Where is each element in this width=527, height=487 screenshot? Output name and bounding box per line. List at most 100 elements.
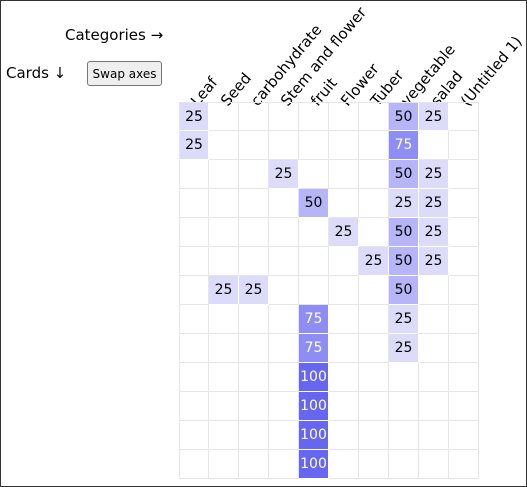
heatmap-cell: 75 bbox=[299, 305, 329, 334]
heatmap-cell bbox=[209, 305, 239, 334]
heatmap-cell bbox=[449, 189, 479, 218]
heatmap-cell bbox=[239, 334, 269, 363]
heatmap-cell bbox=[359, 450, 389, 479]
heatmap-cell: 75 bbox=[299, 334, 329, 363]
heatmap-cell bbox=[389, 392, 419, 421]
heatmap-cell: 25 bbox=[419, 102, 449, 131]
heatmap-cell bbox=[419, 450, 449, 479]
heatmap-cell bbox=[269, 218, 299, 247]
heatmap-cell bbox=[179, 450, 209, 479]
heatmap-cell: 50 bbox=[389, 218, 419, 247]
heatmap-cell bbox=[329, 334, 359, 363]
heatmap-cell bbox=[359, 218, 389, 247]
heatmap-cell bbox=[179, 421, 209, 450]
heatmap-cell bbox=[299, 276, 329, 305]
heatmap-cell: 50 bbox=[389, 160, 419, 189]
heatmap-cell: 25 bbox=[419, 160, 449, 189]
heatmap-cell: 50 bbox=[389, 276, 419, 305]
heatmap-cell bbox=[329, 276, 359, 305]
heatmap-cell: 50 bbox=[299, 189, 329, 218]
heatmap-cell: 50 bbox=[389, 102, 419, 131]
heatmap-cell bbox=[239, 160, 269, 189]
heatmap-cell: 25 bbox=[209, 276, 239, 305]
heatmap-cell bbox=[179, 160, 209, 189]
heatmap-cell bbox=[449, 276, 479, 305]
heatmap-cell bbox=[359, 276, 389, 305]
heatmap-cell bbox=[419, 363, 449, 392]
heatmap-cell bbox=[269, 131, 299, 160]
heatmap-cell bbox=[299, 131, 329, 160]
heatmap-cell bbox=[299, 102, 329, 131]
heatmap-cell bbox=[269, 305, 299, 334]
heatmap-cell bbox=[239, 363, 269, 392]
heatmap-cell: 75 bbox=[389, 131, 419, 160]
heatmap-cell bbox=[449, 421, 479, 450]
heatmap-cell bbox=[269, 450, 299, 479]
heatmap-cell bbox=[329, 247, 359, 276]
heatmap-cell: 100 bbox=[299, 421, 329, 450]
heatmap-cell bbox=[269, 392, 299, 421]
heatmap-cell bbox=[179, 247, 209, 276]
heatmap-cell: 25 bbox=[389, 305, 419, 334]
heatmap-cell bbox=[329, 160, 359, 189]
heatmap-cell: 25 bbox=[419, 247, 449, 276]
heatmap-cell bbox=[359, 363, 389, 392]
heatmap-cell bbox=[239, 305, 269, 334]
heatmap-cell: 25 bbox=[329, 218, 359, 247]
heatmap-cell: 100 bbox=[299, 392, 329, 421]
heatmap-cell bbox=[209, 131, 239, 160]
categories-axis-label: Categories → bbox=[65, 26, 164, 44]
heatmap-cell bbox=[239, 102, 269, 131]
heatmap-cell bbox=[269, 421, 299, 450]
heatmap-cell bbox=[299, 218, 329, 247]
heatmap-cell bbox=[239, 421, 269, 450]
heatmap-cell bbox=[269, 276, 299, 305]
heatmap-cell bbox=[419, 392, 449, 421]
heatmap-cell bbox=[179, 363, 209, 392]
heatmap-cell bbox=[329, 131, 359, 160]
heatmap-cell bbox=[209, 421, 239, 450]
heatmap-cell bbox=[449, 218, 479, 247]
heatmap-cell bbox=[179, 334, 209, 363]
heatmap-cell: 100 bbox=[299, 363, 329, 392]
heatmap-cell bbox=[269, 363, 299, 392]
heatmap-cell bbox=[209, 450, 239, 479]
swap-axes-button[interactable]: Swap axes bbox=[87, 61, 162, 86]
heatmap-cell bbox=[449, 102, 479, 131]
heatmap-cell: 25 bbox=[239, 276, 269, 305]
heatmap-cell bbox=[269, 189, 299, 218]
heatmap-cell bbox=[209, 102, 239, 131]
heatmap-cell bbox=[239, 131, 269, 160]
heatmap-cell bbox=[209, 363, 239, 392]
heatmap-cell bbox=[179, 218, 209, 247]
heatmap-cell bbox=[209, 392, 239, 421]
heatmap-cell bbox=[179, 305, 209, 334]
heatmap-cell bbox=[419, 334, 449, 363]
heatmap-cell bbox=[449, 392, 479, 421]
heatmap-cell bbox=[449, 131, 479, 160]
heatmap-cell bbox=[269, 247, 299, 276]
heatmap-cell bbox=[299, 247, 329, 276]
heatmap-cell bbox=[329, 392, 359, 421]
heatmap-cell bbox=[359, 421, 389, 450]
heatmap-cell: 50 bbox=[389, 247, 419, 276]
heatmap-cell bbox=[179, 189, 209, 218]
heatmap-cell bbox=[419, 421, 449, 450]
heatmap-cell bbox=[449, 334, 479, 363]
heatmap-cell bbox=[419, 131, 449, 160]
heatmap-cell bbox=[239, 450, 269, 479]
heatmap-cell bbox=[239, 392, 269, 421]
heatmap-cell: 25 bbox=[179, 102, 209, 131]
heatmap-cell: 25 bbox=[179, 131, 209, 160]
heatmap-cell bbox=[359, 334, 389, 363]
heatmap-cell bbox=[419, 276, 449, 305]
heatmap-cell bbox=[359, 160, 389, 189]
heatmap-cell bbox=[209, 160, 239, 189]
heatmap-cell: 25 bbox=[269, 160, 299, 189]
heatmap-cell bbox=[239, 247, 269, 276]
heatmap-cell bbox=[329, 363, 359, 392]
heatmap-cell bbox=[449, 363, 479, 392]
heatmap-cell: 100 bbox=[299, 450, 329, 479]
heatmap-cell bbox=[449, 305, 479, 334]
heatmap-cell bbox=[389, 450, 419, 479]
